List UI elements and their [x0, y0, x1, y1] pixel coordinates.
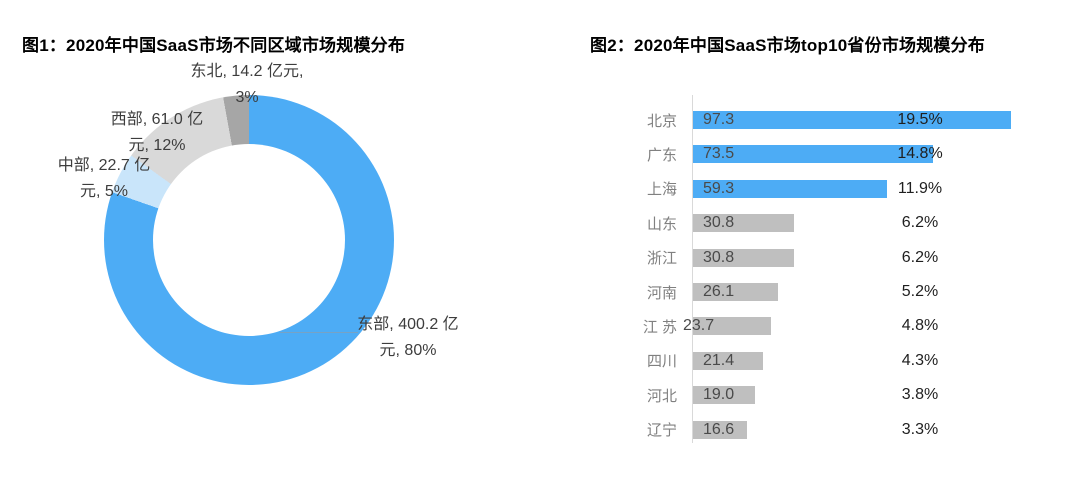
bar [693, 420, 748, 439]
donut-label-line: 东北, 14.2 亿元, [190, 63, 304, 80]
category-label: 河南 [646, 284, 677, 302]
category-label: 辽宁 [646, 422, 677, 440]
east-label-leader-line [280, 332, 358, 333]
donut-label-line: 元, 5% [79, 183, 129, 200]
value-label: 19.0 [703, 386, 735, 404]
bar [693, 214, 794, 233]
bar [693, 317, 771, 336]
value-label: 30.8 [703, 248, 735, 266]
bar-row: 北京 97.3 19.5% [600, 103, 1075, 137]
value-label: 30.8 [703, 214, 735, 232]
bar-row: 广东 73.5 14.8% [600, 137, 1075, 171]
donut-label-east: 东部, 400.2 亿 元, 80% [308, 312, 508, 364]
percent-label: 11.9% [897, 179, 943, 197]
donut-label-line: 元, 80% [379, 342, 437, 359]
category-label: 北京 [646, 112, 677, 130]
bar [693, 248, 794, 267]
bar-row: 河北 19.0 3.8% [600, 378, 1075, 412]
bar [693, 145, 934, 164]
bar-row: 江 苏 23.7 4.8% [600, 309, 1075, 343]
percent-label: 4.3% [901, 351, 939, 369]
bar [693, 111, 1011, 129]
percent-label: 3.3% [901, 420, 939, 438]
bar [693, 351, 763, 370]
percent-label: 14.8% [897, 145, 943, 163]
bar [693, 179, 887, 198]
category-label: 四川 [646, 353, 677, 371]
bar [693, 386, 756, 405]
bar-row: 辽宁 16.6 3.3% [600, 413, 1075, 447]
value-label: 97.3 [703, 111, 735, 128]
value-label: 59.3 [703, 179, 735, 197]
category-label: 江 苏 [642, 318, 677, 336]
donut-label-west: 西部, 61.0 亿 元, 12% [57, 107, 257, 159]
value-label: 16.6 [703, 420, 735, 438]
donut-label-line: 3% [235, 89, 259, 106]
donut-chart-title: 图1：2020年中国SaaS市场不同区域市场规模分布 [22, 36, 406, 55]
category-label: 上海 [646, 181, 677, 199]
category-label: 广东 [646, 146, 677, 164]
value-label: 73.5 [703, 145, 735, 163]
bar-row: 浙江 30.8 6.2% [600, 241, 1075, 275]
category-axis-line [692, 95, 693, 443]
bar-row: 山东 30.8 6.2% [600, 206, 1075, 240]
percent-label: 3.8% [901, 386, 939, 404]
category-label: 山东 [646, 215, 677, 233]
bar [693, 283, 779, 301]
donut-hole [153, 144, 345, 336]
percent-label: 4.8% [901, 317, 939, 335]
category-label: 河北 [646, 387, 677, 405]
bar-plot-area: 北京 97.3 19.5% 广东 73.5 14.8% 上海 59.3 11.9% 山东 30.8 6… [600, 103, 1075, 451]
percent-label: 6.2% [901, 248, 939, 266]
bar-chart-title: 图2：2020年中国SaaS市场top10省份市场规模分布 [590, 36, 985, 55]
value-label: 26.1 [703, 283, 735, 300]
donut-label-central: 中部, 22.7 亿 元, 5% [4, 153, 204, 205]
donut-label-line: 西部, 61.0 亿 [110, 111, 204, 128]
bar-row: 上海 59.3 11.9% [600, 172, 1075, 206]
category-label: 浙江 [646, 250, 677, 268]
donut-ring [104, 95, 394, 385]
bar-row: 河南 26.1 5.2% [600, 275, 1075, 309]
donut-label-northeast: 东北, 14.2 亿元, 3% [147, 59, 347, 111]
bar-row: 四川 21.4 4.3% [600, 344, 1075, 378]
value-label: 23.7 [683, 317, 715, 335]
value-label: 21.4 [703, 351, 735, 369]
donut-label-line: 中部, 22.7 亿 [57, 157, 151, 174]
donut-label-line: 元, 12% [128, 137, 186, 154]
percent-label: 19.5% [897, 111, 943, 128]
donut-label-line: 东部, 400.2 亿 [357, 316, 459, 333]
percent-label: 5.2% [901, 283, 939, 300]
percent-label: 6.2% [901, 214, 939, 232]
